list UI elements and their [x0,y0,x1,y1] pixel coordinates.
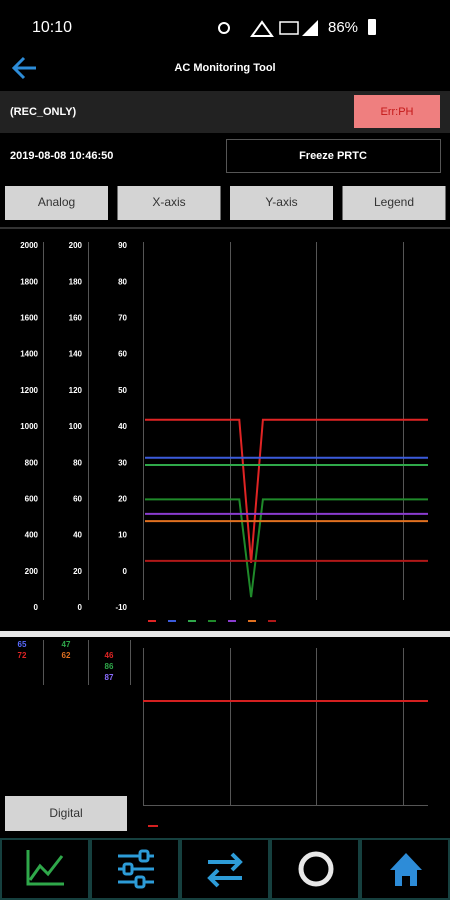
timestamp: 2019-08-08 10:46:50 [10,150,113,162]
y-tick-label: 40 [73,531,82,540]
battery-icon [368,19,376,35]
button-bg [117,186,221,220]
y-tick-label: 800 [25,458,39,467]
back-button[interactable] [11,56,36,80]
nav-record[interactable] [298,851,334,887]
toolbar-button[interactable]: Analog [5,186,108,220]
header-title: AC Monitoring Tool [174,62,275,74]
series-line [145,418,428,563]
button-bg [342,186,446,220]
readout-value: 62 [62,651,71,660]
y-tick-label: 60 [73,495,82,504]
y-tick-label: 10 [118,531,127,540]
y-tick-label: 600 [25,495,39,504]
status-battery: 86% [328,19,358,36]
y-tick-label: 30 [118,458,127,467]
y-tick-label: 0 [78,603,83,612]
y-tick-label: 50 [118,386,127,395]
freeze-button-label: Freeze PRTC [299,150,367,162]
y-tick-label: 180 [69,277,83,286]
series-line [145,498,428,598]
y-tick-label: -10 [115,603,127,612]
y-tick-label: 1800 [20,277,38,286]
divider [0,227,450,229]
readout-value: 65 [18,640,27,649]
y-tick-label: 140 [69,350,83,359]
y-tick-label: 40 [118,422,127,431]
y-tick-label: 1400 [20,350,38,359]
status-icons [218,20,318,37]
nav-settings[interactable] [118,849,154,889]
mode-label: (REC_ONLY) [10,106,77,118]
y-tick-label: 0 [123,567,128,576]
toolbar-button[interactable]: Y-axis [230,186,333,220]
button-label: X-axis [152,195,185,209]
y-tick-label: 1000 [20,422,38,431]
readout-value: 87 [105,673,114,682]
nav-swap[interactable] [207,852,243,888]
nav-home[interactable] [390,853,422,886]
y-tick-label: 80 [118,277,127,286]
bottom-nav [0,838,450,900]
y-tick-label: 400 [25,531,39,540]
readout-value: 86 [105,662,114,671]
y-tick-label: 200 [69,241,83,250]
nav-chart[interactable] [26,850,64,886]
digital-button[interactable]: Digital [5,796,127,831]
y-tick-label: 60 [118,350,127,359]
y-tick-label: 2000 [20,241,38,250]
toolbar-button[interactable]: X-axis [117,186,221,220]
y-tick-label: 120 [69,386,83,395]
button-label: Y-axis [265,195,297,209]
error-button[interactable]: Err:PH [354,95,440,128]
digital-button-label: Digital [49,806,82,820]
freeze-button[interactable]: Freeze PRTC [226,139,441,173]
readout-value: 72 [18,651,27,660]
readout-value: 46 [105,651,114,660]
toolbar-button[interactable]: Legend [342,186,446,220]
y-tick-label: 20 [118,495,127,504]
y-tick-label: 70 [118,314,127,323]
chart-frame [43,242,404,600]
readout-value: 47 [62,640,71,649]
y-tick-label: 1200 [20,386,38,395]
y-tick-label: 200 [25,567,39,576]
button-label: Analog [38,195,75,209]
button-bg [230,186,333,220]
y-tick-label: 1600 [20,314,38,323]
y-tick-label: 0 [34,603,39,612]
y-tick-label: 80 [73,458,82,467]
status-time: 10:10 [32,19,72,36]
y-tick-label: 90 [118,241,127,250]
error-button-label: Err:PH [381,106,414,118]
button-label: Legend [374,195,414,209]
readout-frame [43,640,428,806]
y-tick-label: 20 [73,567,82,576]
y-tick-label: 160 [69,314,83,323]
panel-divider [0,631,450,637]
y-tick-label: 100 [69,422,83,431]
button-bg [5,186,108,220]
